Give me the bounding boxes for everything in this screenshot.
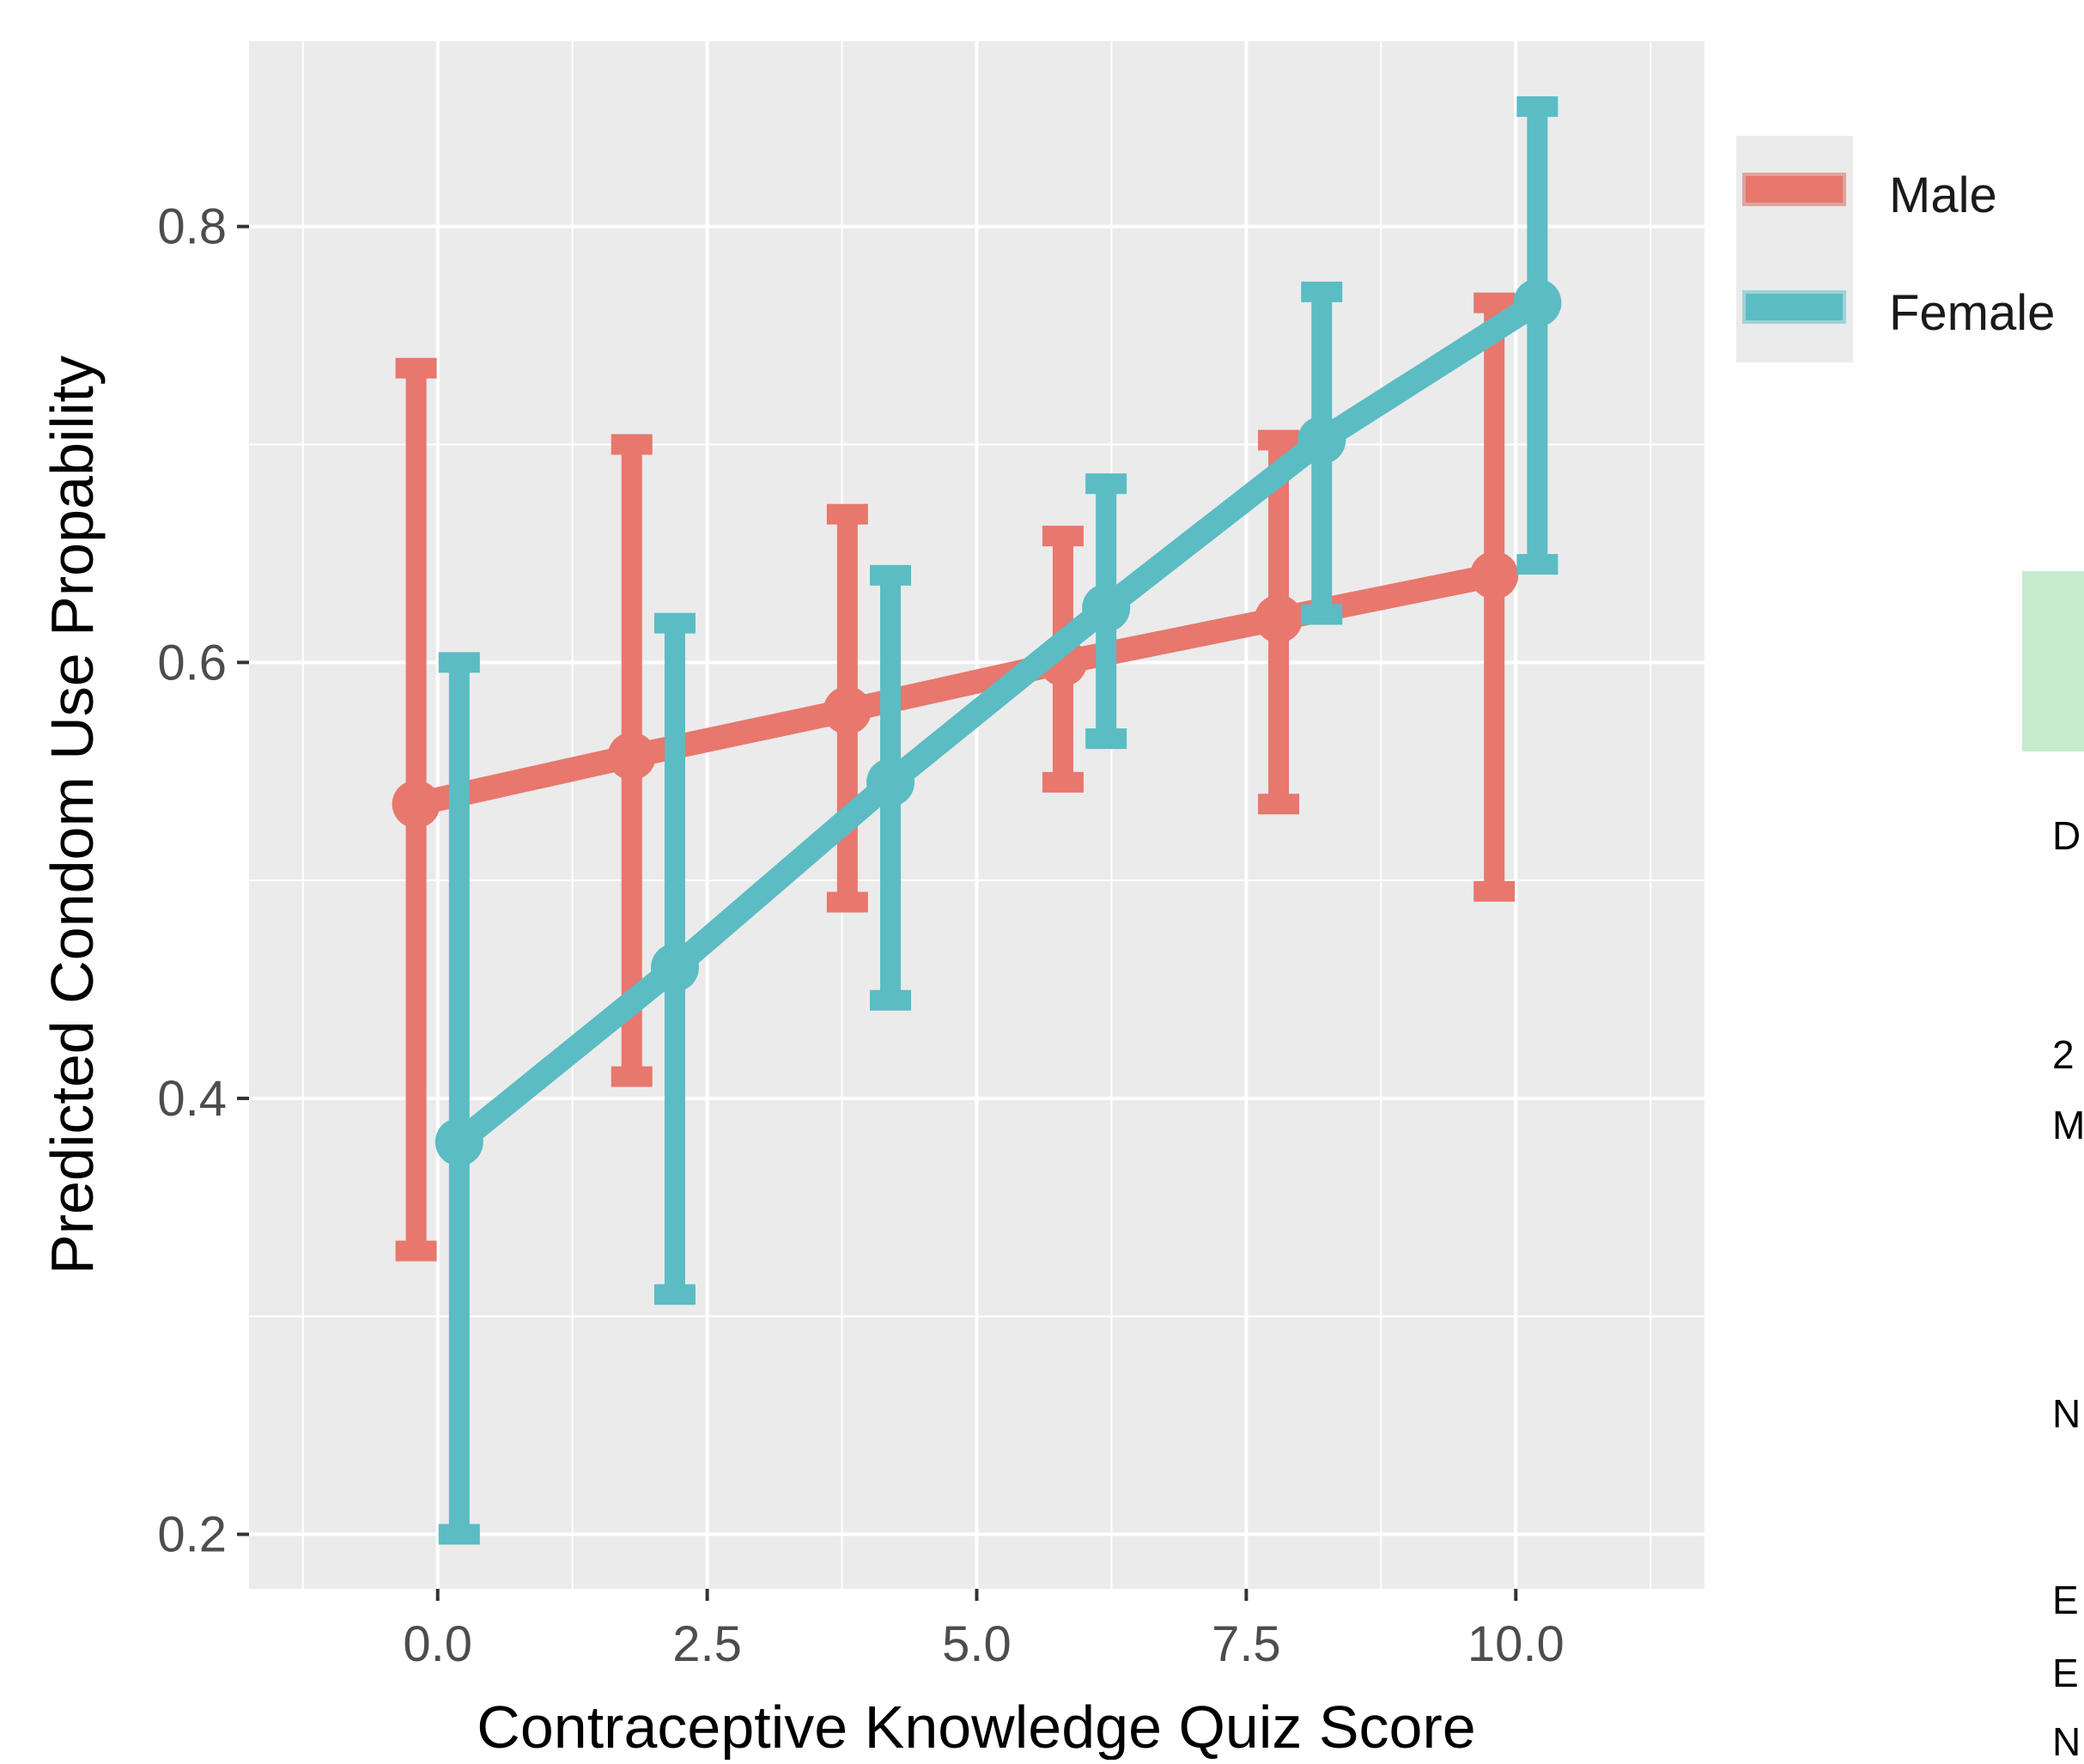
- side-text-3: M: [2052, 1103, 2084, 1147]
- side-highlight-box: [2022, 571, 2084, 751]
- x-tick-label: 5.0: [942, 1616, 1012, 1672]
- point-female: [1513, 278, 1562, 327]
- series-layer: [392, 96, 1562, 1545]
- x-tick-label: 2.5: [672, 1616, 742, 1672]
- y-tick-label: 0.8: [157, 199, 227, 255]
- side-text-5: E: [2052, 1578, 2079, 1622]
- legend-key-female: [1742, 290, 1846, 324]
- point-female: [1082, 583, 1131, 632]
- side-text-4: N: [2052, 1391, 2081, 1436]
- legend-label-male: Male: [1889, 167, 1997, 223]
- y-tick-label: 0.6: [157, 635, 227, 690]
- x-axis-title: Contraceptive Knowledge Quiz Score: [477, 1694, 1475, 1760]
- point-female: [434, 1117, 483, 1166]
- point-female: [650, 943, 699, 992]
- y-tick-label: 0.2: [157, 1507, 227, 1563]
- point-male: [823, 686, 872, 735]
- side-text-2: 2: [2052, 1032, 2075, 1077]
- legend: Male Female: [1736, 136, 2055, 362]
- point-male: [1470, 550, 1519, 599]
- legend-box: [1736, 136, 1853, 362]
- side-text-6: E: [2052, 1651, 2079, 1695]
- side-text-1: D: [2052, 813, 2081, 858]
- point-male: [392, 780, 440, 829]
- legend-label-female: Female: [1889, 285, 2055, 341]
- x-tick-label: 0.0: [403, 1616, 472, 1672]
- y-axis-title: Predicted Condom Use Propability: [39, 356, 106, 1274]
- point-female: [1297, 416, 1346, 465]
- side-text-7: N: [2052, 1719, 2081, 1764]
- point-male: [1255, 594, 1303, 643]
- x-tick-label: 10.0: [1467, 1616, 1565, 1672]
- point-male: [607, 732, 656, 781]
- series-female: [434, 96, 1562, 1545]
- grid-major: [249, 41, 1704, 1589]
- series-line-female: [447, 290, 1550, 1154]
- y-tick-label: 0.4: [157, 1071, 227, 1127]
- point-female: [866, 757, 915, 806]
- x-tick-label: 7.5: [1212, 1616, 1281, 1672]
- tick-labels: 0.0 2.5 5.0 7.5 10.0 0.2 0.4 0.6 0.8: [157, 199, 1564, 1672]
- legend-key-male: [1742, 173, 1846, 206]
- axis-ticks: [237, 224, 1518, 1601]
